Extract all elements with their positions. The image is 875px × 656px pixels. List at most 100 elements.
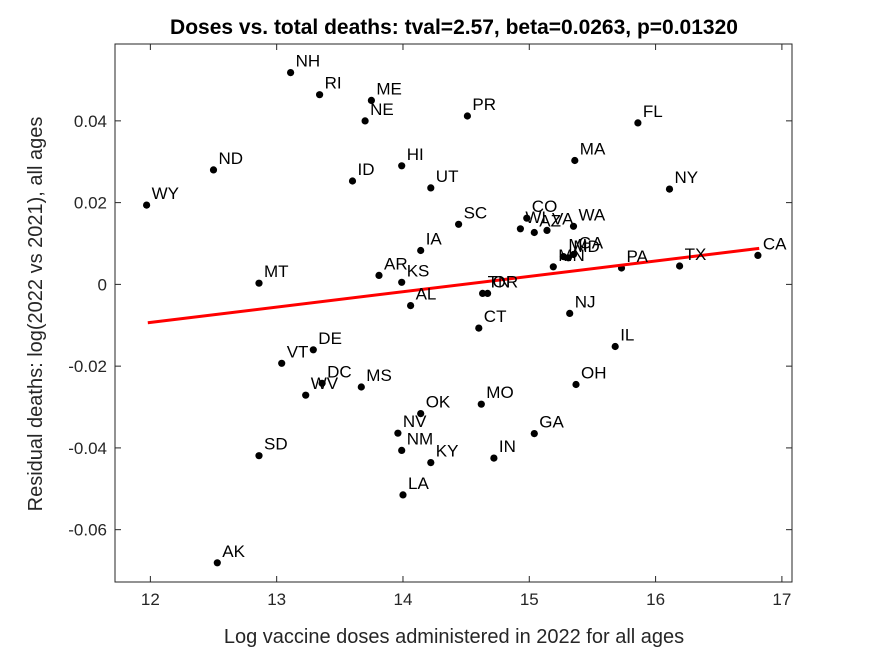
data-point-me [367, 96, 375, 104]
y-tick-label: -0.06 [68, 521, 107, 540]
data-point-ms [357, 383, 365, 391]
point-label-vt: VT [287, 342, 309, 361]
point-label-ia: IA [426, 230, 443, 249]
point-label-hi: HI [407, 145, 424, 164]
point-label-mt: MT [264, 262, 289, 281]
data-point-nm [398, 446, 406, 454]
data-point-ma [571, 156, 579, 165]
x-tick-label: 15 [520, 590, 539, 609]
data-point-tx [676, 262, 684, 270]
data-point-pr [463, 112, 471, 120]
data-point-ga [569, 250, 578, 259]
data-point-hi [398, 162, 406, 170]
data-point-ut [427, 184, 435, 192]
point-label-pa: PA [627, 247, 649, 266]
point-label-ak: AK [222, 542, 245, 561]
data-point-in [490, 454, 498, 462]
ticks-layer: 12 13 14 15 16 17 -0.06 -0.04 -0.02 0 0.02 0.04 [68, 44, 792, 609]
point-label-fl: FL [643, 102, 663, 121]
point-label-pr: PR [472, 95, 496, 114]
point-label-mo: MO [486, 383, 513, 402]
data-point-nv [394, 429, 402, 437]
data-point-ok [417, 410, 425, 418]
point-label-mi: MI [568, 236, 587, 255]
y-tick-label: 0.02 [74, 194, 107, 213]
y-tick-label: 0.04 [74, 112, 107, 131]
data-point-tn [479, 289, 487, 297]
point-label-va: VA [552, 209, 574, 228]
data-point-ny [665, 185, 674, 193]
point-label-nj: NJ [575, 292, 596, 311]
data-point-sc [455, 220, 463, 228]
data-point-dc [318, 379, 326, 387]
data-point-ne [361, 117, 369, 125]
point-label-oh: OH [581, 364, 607, 383]
data-point-mn [549, 263, 557, 271]
data-point-nh [287, 69, 295, 77]
point-label-ms: MS [366, 366, 392, 385]
point-label-ky: KY [436, 442, 459, 461]
data-point-co [523, 214, 531, 222]
point-label-mn: MN [558, 246, 584, 265]
point-label-ma: MA [580, 140, 606, 159]
data-point-mt [255, 279, 263, 287]
point-label-wa: WA [579, 205, 606, 224]
data-point-ak [213, 559, 221, 567]
point-label-ut: UT [436, 167, 459, 186]
data-point-ky [427, 459, 435, 467]
y-axis-label: Residual deaths: log(2022 vs 2021), all … [25, 117, 47, 512]
data-point-va [543, 226, 551, 234]
data-point-nd [209, 166, 218, 174]
point-label-ca: CA [763, 234, 787, 253]
data-point-ks [398, 278, 406, 286]
point-label-ga: GA [579, 234, 604, 253]
point-label-ks: KS [407, 261, 430, 280]
point-label-tx: TX [685, 245, 707, 264]
data-point-nj [566, 309, 574, 317]
data-point-la [399, 491, 407, 499]
data-point-md [564, 254, 573, 262]
point-label-sd: SD [264, 435, 288, 454]
point-label-ne: NE [370, 100, 394, 119]
point-label-ct: CT [484, 307, 507, 326]
point-label-me: ME [376, 79, 402, 98]
point-label-id: ID [358, 160, 375, 179]
fit-line-layer [147, 246, 760, 325]
point-label-nd: ND [219, 149, 244, 168]
x-tick-label: 16 [646, 590, 665, 609]
x-tick-label: 12 [141, 590, 160, 609]
data-point-ca [754, 251, 762, 259]
y-tick-label: -0.04 [68, 439, 107, 458]
point-label-sc: SC [464, 203, 488, 222]
point-label-ny: NY [675, 168, 699, 187]
data-point-sd [255, 452, 263, 460]
data-point-oh [572, 380, 580, 389]
point-label-in: IN [499, 437, 516, 456]
point-label-wi: WI [525, 208, 546, 227]
point-label-ri: RI [325, 74, 342, 93]
chart-title: Doses vs. total deaths: tval=2.57, beta=… [170, 16, 738, 39]
point-label-wy: WY [152, 184, 179, 203]
point-label-tn: TN [488, 272, 511, 291]
x-tick-label: 14 [394, 590, 413, 609]
point-label-la: LA [408, 474, 429, 493]
data-point-id [348, 177, 357, 185]
data-point-de [309, 346, 317, 354]
regression-line [147, 246, 760, 325]
point-label-ar: AR [384, 254, 408, 273]
point-label-ok: OK [426, 393, 451, 412]
data-point-wa [569, 222, 578, 230]
point-label-nh: NH [296, 52, 321, 71]
point-label-al: AL [416, 285, 437, 304]
data-point-ri [316, 91, 324, 99]
point-label-az: AZ [539, 212, 561, 231]
data-point-al [407, 302, 415, 310]
point-label-nm: NM [407, 429, 433, 448]
point-label-wv: WV [311, 374, 339, 393]
data-point-wi [516, 225, 525, 233]
data-point-il [611, 342, 619, 351]
data-point-mo [477, 400, 485, 408]
x-axis-label: Log vaccine doses administered in 2022 f… [224, 626, 684, 648]
data-point-ga [530, 430, 538, 438]
